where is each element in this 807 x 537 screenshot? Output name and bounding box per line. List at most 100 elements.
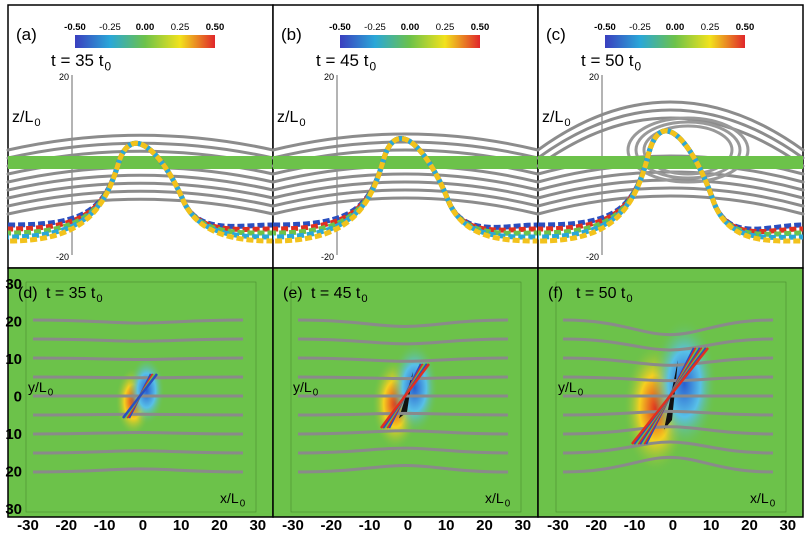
time-label-main: t = 35 t	[46, 285, 96, 302]
x-tick: 10	[438, 517, 455, 534]
z-tick: 20	[324, 72, 334, 82]
time-label: t = 45 t0	[316, 51, 376, 73]
y-axis-label-sub: 0	[578, 388, 584, 399]
x-axis-label-main: x/L	[220, 490, 239, 506]
field-line	[562, 409, 774, 417]
z-axis-label-sub: 0	[34, 117, 40, 129]
z-axis-label-main: z/L	[277, 109, 298, 126]
colorbar-tick: 0.25	[701, 22, 720, 33]
field-line	[297, 446, 509, 455]
field-line	[6, 197, 275, 216]
x-tick: 30	[514, 517, 531, 534]
panel-label: (f)	[548, 285, 563, 302]
x-tick: 0	[139, 517, 147, 534]
x-tick: -10	[359, 517, 381, 534]
time-label: t = 50 t0	[581, 51, 641, 73]
x-tick: 20	[476, 517, 493, 534]
field-line	[32, 318, 244, 325]
x-tick: -30	[282, 517, 304, 534]
panel-label: (a)	[16, 25, 37, 44]
field-line	[536, 194, 805, 216]
flux-tube	[122, 373, 158, 419]
z-axis-label-sub: 0	[299, 117, 305, 129]
y-tick: 0	[14, 389, 22, 406]
field-line	[32, 412, 244, 417]
y-axis-label-main: y/L	[293, 379, 312, 395]
time-label: t = 50 t0	[576, 285, 633, 305]
field-line	[271, 172, 540, 192]
field-line	[271, 140, 540, 160]
time-label: t = 45 t0	[311, 285, 368, 305]
x-axis-label-sub: 0	[505, 499, 511, 510]
x-tick: 20	[211, 517, 228, 534]
field-line	[32, 449, 244, 455]
plot-frame	[25, 281, 257, 513]
colorbar	[75, 35, 215, 48]
x-axis-label: x/L0	[220, 490, 246, 510]
green-plane	[538, 156, 803, 169]
x-axis-label-sub: 0	[770, 499, 776, 510]
x-tick: 0	[404, 517, 412, 534]
x-tick: 10	[173, 517, 190, 534]
plot-frame	[290, 281, 522, 513]
y-axis-label-main: y/L	[558, 379, 577, 395]
field-line	[562, 318, 774, 337]
time-label-sub: 0	[369, 59, 376, 73]
time-label-sub: 0	[96, 293, 102, 305]
y-tick: 10	[5, 351, 22, 368]
panel-label: (e)	[283, 285, 303, 302]
plot-frame	[555, 281, 787, 513]
arched-loop	[626, 116, 750, 184]
x-tick: 0	[669, 517, 677, 534]
field-line	[271, 180, 540, 200]
y-tick: 20	[5, 314, 22, 331]
y-tick: 20	[5, 464, 22, 481]
x-axis-label-main: x/L	[485, 490, 504, 506]
field-line	[32, 430, 244, 436]
field-line	[562, 440, 774, 455]
z-tick: 20	[589, 72, 599, 82]
field-line	[536, 108, 805, 160]
field-line	[6, 189, 275, 208]
time-label-main: t = 50 t	[576, 285, 626, 302]
field-line	[297, 411, 509, 417]
z-axis-label-main: z/L	[542, 109, 563, 126]
colorbar-tick: -0.50	[329, 22, 351, 33]
colorbar-tick: 0.25	[436, 22, 455, 33]
colorbar-tick: 0.50	[206, 22, 225, 33]
z-axis-label: z/L0	[12, 109, 41, 129]
panel-label: (b)	[281, 25, 302, 44]
x-tick: 30	[779, 517, 796, 534]
z-axis-label-main: z/L	[12, 109, 33, 126]
time-label-sub: 0	[626, 293, 632, 305]
y-tick: 10	[5, 426, 22, 443]
field-line	[271, 196, 540, 216]
x-tick: -20	[320, 517, 342, 534]
field-line	[297, 356, 509, 363]
cold-region	[391, 341, 439, 435]
field-line	[32, 467, 244, 474]
flux-rope	[272, 136, 539, 244]
x-axis-label: x/L0	[485, 490, 511, 510]
x-tick: 30	[249, 517, 266, 534]
colorbar-tick: 0.00	[666, 22, 685, 33]
colorbar	[605, 35, 745, 48]
x-tick: -10	[624, 517, 646, 534]
colorbar-tick: -0.25	[99, 22, 121, 33]
flux-rope	[7, 140, 274, 229]
field-line	[562, 337, 774, 352]
time-label: t = 35 t0	[51, 51, 111, 73]
colorbar-tick: -0.50	[594, 22, 616, 33]
field-line	[297, 375, 509, 381]
z-axis-label: z/L0	[277, 109, 306, 129]
y-tick: 30	[5, 501, 22, 518]
colorbar-tick: 0.50	[471, 22, 490, 33]
colorbar	[340, 35, 480, 48]
field-line	[536, 186, 805, 208]
arched-loop	[642, 124, 734, 176]
time-label-main: t = 35 t	[51, 51, 104, 70]
x-axis-label-sub: 0	[240, 499, 246, 510]
x-axis-label-main: x/L	[750, 490, 769, 506]
y-axis-label: y/L0	[28, 379, 54, 399]
flux-tube	[379, 363, 431, 429]
